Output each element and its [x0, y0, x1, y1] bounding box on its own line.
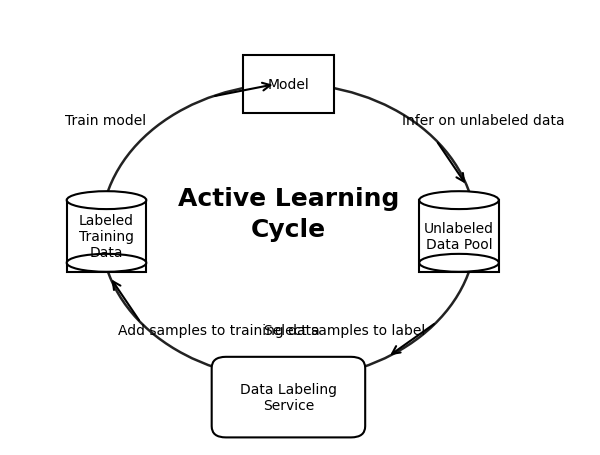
Bar: [67, 201, 146, 272]
Ellipse shape: [419, 254, 499, 272]
Ellipse shape: [419, 192, 499, 210]
Text: Select samples to label: Select samples to label: [263, 323, 425, 337]
Text: Add samples to training data: Add samples to training data: [118, 323, 320, 337]
Text: Labeled
Training
Data: Labeled Training Data: [79, 213, 134, 260]
FancyBboxPatch shape: [212, 357, 365, 437]
Text: Train model: Train model: [65, 113, 146, 127]
Ellipse shape: [67, 254, 146, 272]
Text: Active Learning
Cycle: Active Learning Cycle: [178, 187, 399, 242]
Text: Infer on unlabeled data: Infer on unlabeled data: [402, 113, 565, 127]
Text: Unlabeled
Data Pool: Unlabeled Data Pool: [424, 222, 494, 252]
Text: Model: Model: [268, 77, 310, 91]
Text: Data Labeling
Service: Data Labeling Service: [240, 382, 337, 412]
Bar: [419, 201, 499, 272]
Ellipse shape: [67, 192, 146, 210]
Bar: [243, 56, 334, 114]
